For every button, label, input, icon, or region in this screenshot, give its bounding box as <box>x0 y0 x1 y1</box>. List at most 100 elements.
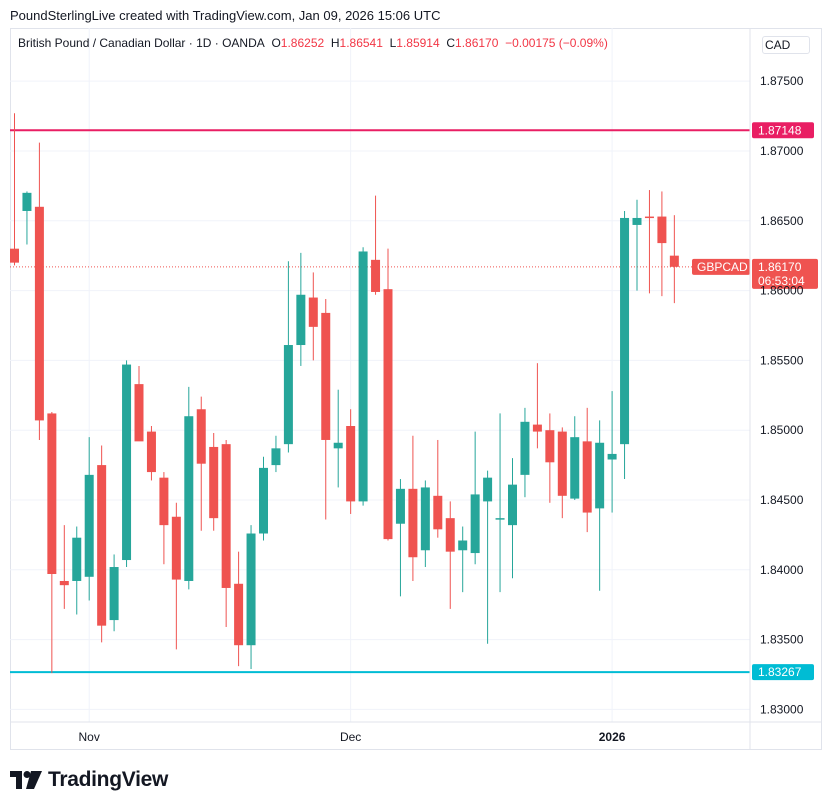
candle-body <box>221 444 231 588</box>
candle-body <box>346 426 356 502</box>
candle <box>146 426 156 481</box>
candle <box>196 396 206 531</box>
legend-title: British Pound / Canadian Dollar · 1D · O… <box>18 36 265 50</box>
candle-body <box>321 312 331 440</box>
candle-body <box>470 494 480 554</box>
candle-body <box>520 421 530 475</box>
legend-open: 1.86252 <box>280 36 325 50</box>
level-price-label: 1.83267 <box>758 665 802 679</box>
y-tick-label: 1.85000 <box>760 423 804 437</box>
candle <box>346 409 356 514</box>
candle <box>557 427 567 519</box>
candle-body <box>358 251 368 502</box>
candle-body <box>196 409 206 464</box>
candle-body <box>458 540 468 551</box>
candle <box>458 526 468 593</box>
candle-body <box>383 289 393 540</box>
candle <box>259 456 268 541</box>
candle <box>308 272 318 361</box>
candle <box>59 525 69 609</box>
candle-body <box>582 441 592 513</box>
candle <box>97 445 107 643</box>
candle <box>234 551 244 667</box>
candles <box>10 113 679 674</box>
candle <box>495 413 505 593</box>
candle-body <box>545 430 555 463</box>
candle-body <box>420 487 430 551</box>
candle-body <box>134 384 144 442</box>
candle <box>109 554 119 632</box>
candle <box>433 439 443 538</box>
candle <box>395 479 405 597</box>
currency-button[interactable]: CAD <box>762 36 810 54</box>
current-price-tag <box>752 258 818 289</box>
legend-h-label: H <box>330 36 340 50</box>
candle <box>10 113 19 266</box>
candle <box>47 412 57 674</box>
candle <box>408 435 418 581</box>
candle-body <box>483 477 493 502</box>
candle <box>595 420 605 591</box>
candle <box>184 386 194 590</box>
candle <box>358 247 368 506</box>
candle <box>246 525 256 669</box>
candle <box>445 501 455 609</box>
chart-frame <box>10 28 822 750</box>
candle-body <box>657 216 667 244</box>
candle <box>283 261 293 453</box>
candle-body <box>570 437 580 499</box>
y-tick-label: 1.83500 <box>760 633 804 647</box>
candle-body <box>209 446 219 519</box>
candle <box>209 432 219 531</box>
y-tick-label: 1.87000 <box>760 144 804 158</box>
legend-close: 1.86170 <box>455 36 499 50</box>
level-price-tag <box>752 122 814 139</box>
candle <box>570 416 580 500</box>
chart-credit: PoundSterlingLive created with TradingVi… <box>10 8 441 23</box>
y-tick-label: 1.83000 <box>760 702 804 716</box>
candle <box>483 470 493 644</box>
candle <box>122 360 132 568</box>
candle <box>669 215 679 304</box>
price-axis: 1.87500 1.87000 1.86500 1.86000 1.85500 1.850… <box>749 28 804 750</box>
candle-body <box>259 467 268 534</box>
candle <box>632 199 642 291</box>
candle-body <box>84 474 94 577</box>
candle <box>582 407 592 533</box>
candle <box>470 431 480 565</box>
tradingview-logo-icon <box>10 771 42 789</box>
candle-body <box>532 424 542 432</box>
candle <box>383 248 393 541</box>
candle <box>620 210 630 480</box>
candle-body <box>59 580 69 586</box>
candle-body <box>445 518 455 552</box>
candle <box>545 413 555 503</box>
symbol-legend: British Pound / Canadian Dollar · 1D · O… <box>18 36 608 50</box>
candle-body <box>159 477 169 526</box>
candle <box>34 142 44 440</box>
y-tick-label: 1.84000 <box>760 563 804 577</box>
candle-body <box>495 518 505 520</box>
y-tick-label: 1.84500 <box>760 493 804 507</box>
candle-body <box>669 255 679 267</box>
candle <box>321 298 331 520</box>
time-axis: Nov Dec 2026 <box>10 721 822 744</box>
candle-body <box>632 217 642 225</box>
candle <box>134 365 144 442</box>
candle-body <box>308 297 318 327</box>
candle <box>159 472 169 565</box>
level-price-tag <box>752 664 814 681</box>
grid-lines <box>10 28 750 722</box>
candle <box>420 480 430 568</box>
candle-body <box>283 345 293 445</box>
candle-body <box>296 294 306 346</box>
brand-logo[interactable]: TradingView <box>10 768 168 792</box>
candle-body <box>271 448 281 466</box>
candle <box>72 526 82 615</box>
candle <box>532 363 542 449</box>
candle <box>371 195 381 295</box>
candle-body <box>433 495 443 530</box>
candle <box>296 252 306 366</box>
